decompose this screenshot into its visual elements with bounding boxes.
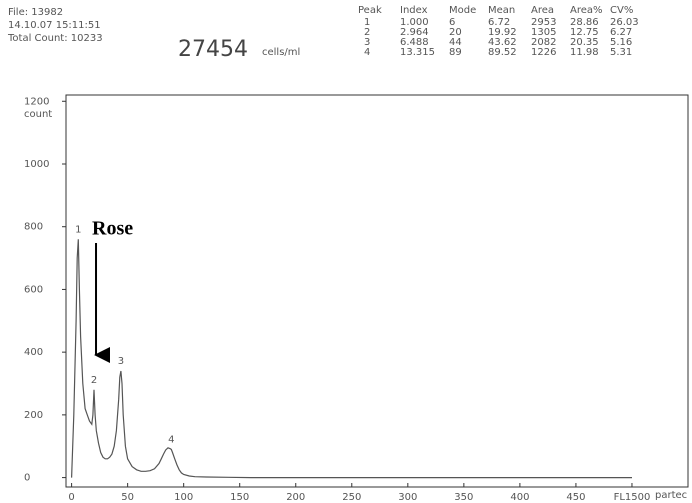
x-tick-label: 350	[454, 492, 473, 503]
x-tick-label: 300	[398, 492, 417, 503]
table-header: Area	[531, 5, 554, 16]
table-cell: 1226	[531, 47, 556, 58]
x-tick-label: 100	[174, 492, 193, 503]
table-cell: 2	[364, 27, 370, 38]
table-cell: 1.000	[400, 17, 429, 28]
table-cell: 12.75	[570, 27, 599, 38]
table-cell: 44	[449, 37, 462, 48]
table-cell: 6	[449, 17, 455, 28]
table-header: CV%	[610, 5, 633, 16]
x-tick-label: FL1500	[614, 492, 651, 503]
x-tick-label: 450	[566, 492, 585, 503]
table-cell: 19.92	[488, 27, 517, 38]
y-tick-label: 600	[24, 284, 43, 295]
table-cell: 2082	[531, 37, 556, 48]
histogram	[71, 239, 632, 479]
table-header: Area%	[570, 5, 603, 16]
table-cell: 1	[364, 17, 370, 28]
table-cell: 11.98	[570, 47, 599, 58]
table-cell: 89	[449, 47, 462, 58]
table-cell: 13.315	[400, 47, 435, 58]
peak-label: 2	[91, 375, 97, 386]
y-tick-label: 1200	[24, 96, 49, 107]
y-tick-label: 800	[24, 222, 43, 233]
concentration: 27454	[178, 37, 248, 62]
x-tick-label: 200	[286, 492, 305, 503]
table-cell: 4	[364, 47, 370, 58]
peak-label: 1	[75, 224, 81, 235]
x-tick-label: 50	[121, 492, 134, 503]
table-cell: 3	[364, 37, 370, 48]
x-tick-label: 250	[342, 492, 361, 503]
table-cell: 6.488	[400, 37, 429, 48]
table-header: Index	[400, 5, 428, 16]
y-tick-label: 1000	[24, 159, 49, 170]
y-tick-label: 200	[24, 410, 43, 421]
footer: partec	[655, 490, 687, 501]
y-tick-label: 0	[24, 473, 30, 484]
table-cell: 2953	[531, 17, 556, 28]
x-tick-label: 150	[230, 492, 249, 503]
table-cell: 2.964	[400, 27, 429, 38]
table-cell: 1305	[531, 27, 556, 38]
table-cell: 6.27	[610, 27, 632, 38]
total-count: Total Count: 10233	[7, 33, 103, 44]
x-tick-label: 400	[510, 492, 529, 503]
peak-label: 4	[168, 434, 174, 445]
file: File: 13982	[8, 7, 63, 18]
table-cell: 26.03	[610, 17, 639, 28]
table-cell: 5.31	[610, 47, 632, 58]
table-cell: 28.86	[570, 17, 599, 28]
table-cell: 5.16	[610, 37, 632, 48]
timestamp: 14.10.07 15:11:51	[8, 20, 101, 31]
table-cell: 6.72	[488, 17, 510, 28]
table-header: Peak	[358, 5, 382, 16]
peak-label: 3	[118, 356, 124, 367]
table-cell: 20.35	[570, 37, 599, 48]
plot-frame	[65, 94, 689, 488]
unit: cells/ml	[262, 47, 300, 58]
y-tick-label: 400	[24, 347, 43, 358]
table-cell: 20	[449, 27, 462, 38]
table-cell: 89.52	[488, 47, 517, 58]
annotation: Rose	[92, 218, 133, 240]
x-tick-label: 0	[68, 492, 74, 503]
table-header: Mean	[488, 5, 515, 16]
y-label: count	[24, 109, 52, 120]
table-cell: 43.62	[488, 37, 517, 48]
table-header: Mode	[449, 5, 476, 16]
